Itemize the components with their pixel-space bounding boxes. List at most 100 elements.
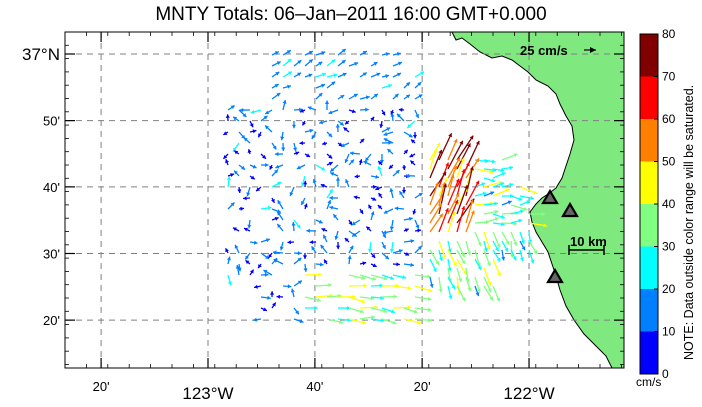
current-vector-head — [297, 72, 302, 77]
lon-label: 20' — [414, 379, 431, 394]
current-vector — [429, 193, 444, 215]
current-vector-head — [482, 191, 487, 196]
current-vector-head — [486, 262, 491, 267]
current-vector-head — [371, 315, 375, 320]
current-vector-head — [389, 276, 394, 280]
current-vector-head — [489, 296, 493, 301]
current-vector-head — [253, 240, 258, 245]
current-vector-head — [408, 133, 413, 138]
current-vector-head — [314, 305, 318, 310]
current-vector-head — [323, 234, 327, 239]
current-vector-head — [353, 195, 358, 200]
current-vector-head — [280, 136, 285, 141]
current-vector-head — [297, 257, 302, 262]
current-vector-head — [287, 284, 292, 289]
colorbar-segment — [640, 246, 658, 289]
current-vector-head — [243, 227, 248, 232]
lon-label: 20' — [93, 379, 110, 394]
current-vector-head — [477, 265, 482, 270]
current-vector-head — [227, 281, 232, 286]
current-vector-head — [491, 159, 496, 164]
current-vector-head — [303, 203, 308, 208]
current-vector-head — [245, 255, 250, 260]
colorbar-tick-label: 80 — [662, 27, 676, 41]
current-vector-head — [432, 267, 437, 272]
current-vector-head — [262, 307, 267, 312]
current-vector-head — [461, 259, 465, 264]
current-vector — [465, 210, 475, 233]
current-vector-head — [434, 182, 439, 187]
current-vector-head — [469, 199, 474, 204]
current-vector-head — [383, 309, 388, 314]
current-vector-head — [226, 176, 231, 181]
colorbar-segment — [640, 331, 658, 374]
current-vector-head — [396, 262, 400, 267]
current-vector-head — [374, 305, 378, 310]
current-vector-head — [322, 141, 327, 146]
current-vector-head — [281, 147, 286, 151]
current-vector-head — [487, 281, 492, 286]
current-vector-head — [500, 182, 505, 186]
lon-label: 40' — [306, 379, 323, 394]
current-vector-head — [513, 153, 518, 158]
current-vector-head — [427, 296, 432, 301]
current-vector-head — [345, 179, 349, 184]
current-vector-head — [308, 73, 313, 78]
current-vector-head — [439, 213, 443, 218]
current-vector-head — [274, 169, 278, 174]
current-vector-head — [306, 153, 311, 157]
colorbar-segment — [640, 289, 658, 332]
current-vector-head — [338, 319, 343, 324]
current-vector-head — [277, 200, 282, 205]
current-vector-head — [363, 283, 368, 288]
current-vector-head — [321, 51, 326, 55]
current-vector-head — [344, 238, 349, 242]
current-vector-head — [444, 208, 449, 213]
current-vector — [456, 135, 474, 161]
current-vector-head — [311, 135, 316, 140]
current-vector-head — [365, 157, 369, 162]
current-vector-head — [445, 162, 450, 167]
current-vector-head — [331, 59, 336, 64]
lat-label: 50' — [43, 114, 60, 129]
current-vector-head — [461, 169, 466, 173]
current-vector-head — [399, 191, 404, 196]
current-vector-head — [354, 61, 359, 66]
current-vector-head — [402, 166, 407, 170]
current-vector-head — [389, 248, 394, 253]
current-vector-head — [447, 248, 452, 253]
current-vector-head — [465, 162, 470, 167]
current-vector-head — [417, 320, 422, 325]
site-1 — [541, 188, 559, 205]
current-vector-head — [521, 240, 525, 244]
current-vector-head — [237, 189, 242, 193]
current-vector-head — [256, 187, 261, 192]
colorbar-tick-label: 10 — [662, 325, 676, 339]
lon-label: 123°W — [182, 384, 233, 403]
current-vector-head — [392, 320, 397, 325]
current-vector-head — [494, 201, 498, 206]
current-vector-head — [338, 142, 343, 147]
current-vector-head — [274, 51, 279, 55]
current-vector-head — [245, 260, 250, 265]
frame-ticks — [64, 31, 624, 368]
current-vector-head — [296, 224, 301, 229]
current-vector-head — [240, 206, 244, 211]
current-vector-head — [417, 228, 421, 233]
current-vector-head — [371, 253, 376, 258]
current-vector-head — [302, 121, 306, 126]
current-vector-head — [359, 209, 364, 214]
current-vector-head — [316, 297, 321, 303]
current-vector-head — [442, 254, 447, 259]
current-vector-head — [382, 230, 387, 235]
current-vector — [429, 213, 444, 233]
current-vector-head — [367, 248, 373, 253]
current-vector-head — [377, 166, 382, 171]
current-vector-head — [331, 81, 336, 86]
current-vector-head — [389, 164, 393, 169]
current-vector-head — [271, 198, 275, 203]
current-vector-head — [328, 283, 332, 288]
current-vector — [447, 199, 459, 224]
current-vector-head — [512, 256, 517, 261]
current-vector-head — [329, 189, 333, 194]
